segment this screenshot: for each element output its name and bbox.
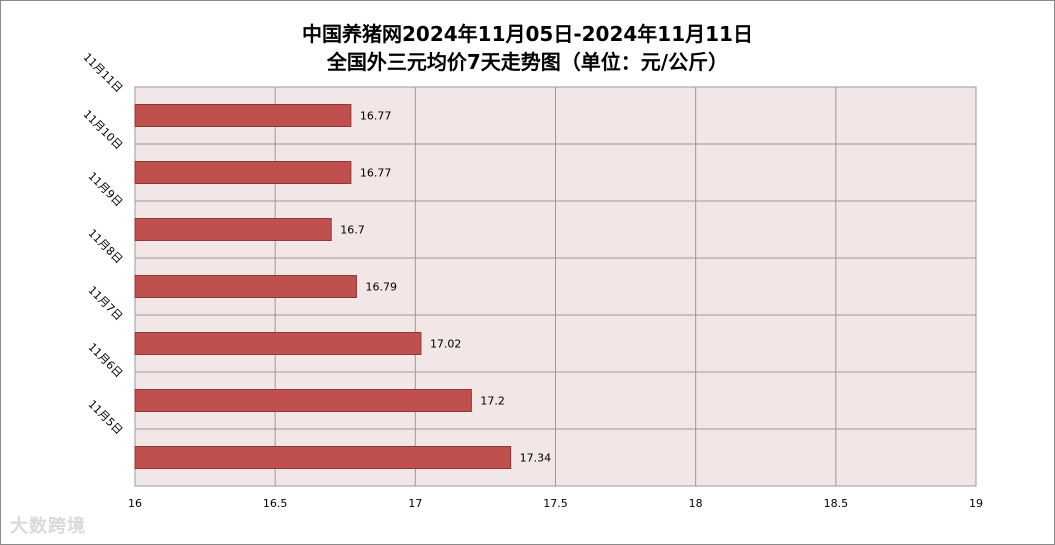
x-tick-label: 16 [128,497,142,510]
data-label: 17.34 [520,452,552,465]
x-tick-label: 17.5 [543,497,568,510]
y-tick-label: 11月6日 [85,341,125,381]
y-tick-label: 11月11日 [81,51,126,96]
y-tick-label: 11月9日 [85,170,125,210]
data-label: 16.79 [365,281,397,294]
x-tick-label: 18.5 [824,497,849,510]
y-tick-label: 11月8日 [85,227,125,267]
y-tick-label: 11月10日 [81,108,126,153]
data-label: 16.7 [340,224,365,237]
bar [134,161,352,184]
x-tick-label: 19 [969,497,983,510]
bar [134,104,352,127]
bar [134,446,512,469]
bar [134,389,472,412]
data-label: 16.77 [360,167,392,180]
y-tick-label: 11月5日 [85,398,125,438]
x-tick-label: 17 [408,497,422,510]
watermark-logo: 大数跨境 [10,516,86,537]
chart-title-line1: 中国养猪网2024年11月05日-2024年11月11日 [302,22,753,46]
chart-title-line2: 全国外三元均价7天走势图（单位：元/公斤） [326,50,729,74]
data-label: 17.02 [430,338,462,351]
x-tick-label: 16.5 [263,497,288,510]
bar [134,332,422,355]
data-label: 17.2 [480,395,505,408]
y-tick-label: 11月7日 [85,284,125,324]
data-label: 16.77 [360,110,392,123]
x-tick-label: 18 [689,497,703,510]
bar [134,275,357,298]
bar [134,218,332,241]
